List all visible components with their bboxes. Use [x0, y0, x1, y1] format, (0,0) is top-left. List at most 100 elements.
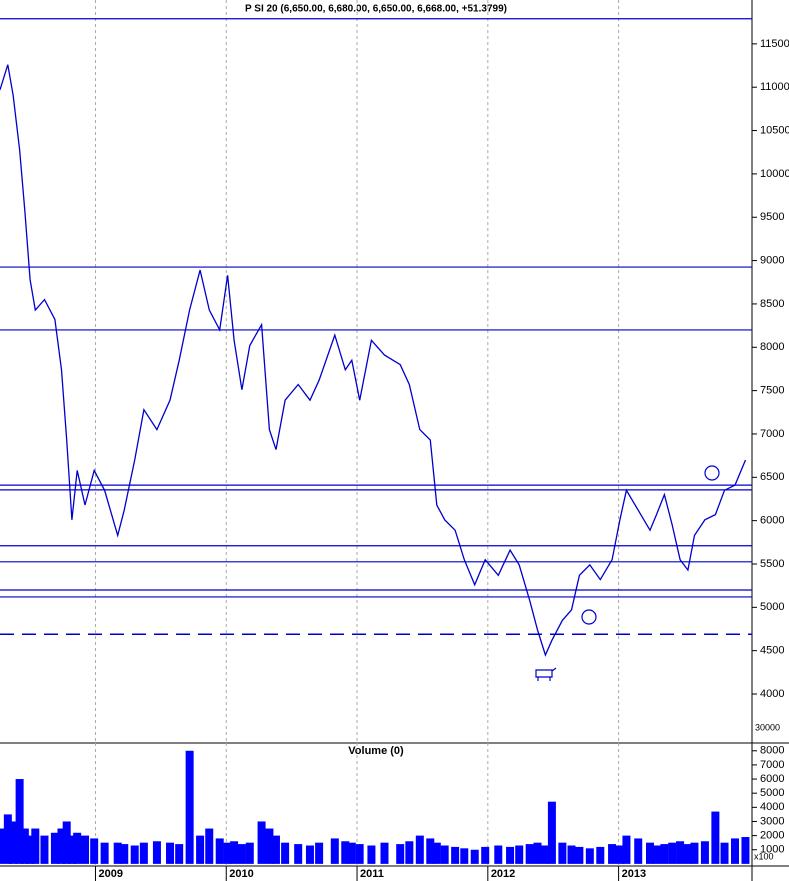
y-tick-label: 4000 — [760, 801, 784, 813]
volume-bar — [451, 846, 460, 864]
volume-bar — [230, 841, 239, 864]
volume-bar — [215, 838, 224, 864]
y-tick-label: 7500 — [760, 385, 784, 397]
x-tick-label: 2011 — [360, 868, 384, 880]
volume-bar — [265, 828, 274, 864]
y-tick-label: 7000 — [760, 759, 784, 771]
volume-bar — [341, 841, 350, 864]
y-tick-label: 9000 — [760, 254, 784, 266]
volume-bar — [645, 842, 654, 864]
volume-bar — [31, 828, 40, 864]
y-tick-label: 6000 — [760, 773, 784, 785]
volume-bar — [596, 846, 605, 864]
volume-bar — [281, 842, 290, 864]
volume-bar — [20, 828, 29, 864]
volume-bar — [152, 841, 161, 864]
volume-bar — [305, 845, 314, 864]
chart-title: P SI 20 (6,650.00, 6,680.00, 6,650.00, 6… — [245, 4, 507, 15]
y-tick-label: 11500 — [760, 38, 789, 50]
volume-bar — [62, 821, 71, 864]
y-tick-label: 5000 — [760, 787, 784, 799]
y-tick-label: 6500 — [760, 471, 784, 483]
y-tick-label: 4000 — [760, 688, 784, 700]
volume-bar — [67, 835, 76, 864]
smiley-icon — [581, 609, 597, 625]
volume-bar — [81, 835, 90, 864]
volume-bar — [683, 844, 692, 864]
y-tick-label: 4500 — [760, 645, 784, 657]
y-tick-label: 11000 — [760, 81, 789, 93]
icons — [535, 465, 720, 681]
volume-bar — [120, 844, 129, 864]
volume-bar — [426, 838, 435, 864]
volume-bar — [608, 844, 617, 864]
volume-bar — [405, 841, 414, 864]
smiley-icon — [704, 465, 720, 481]
volume-bar — [415, 835, 424, 864]
volume-bar — [9, 821, 18, 864]
volume-bar — [185, 750, 194, 864]
y-tick-label: 7000 — [760, 428, 784, 440]
volume-bar — [139, 842, 148, 864]
bull-icon — [535, 667, 557, 681]
volume-bar — [533, 842, 542, 864]
volume-bar — [15, 779, 24, 864]
volume-bar — [315, 842, 324, 864]
volume-bar — [380, 842, 389, 864]
x-tick-label: 2013 — [622, 868, 646, 880]
volume-bar — [585, 848, 594, 864]
volume-bar — [245, 842, 254, 864]
volume-bar — [741, 837, 750, 864]
y-tick-label: 8000 — [760, 745, 784, 757]
volume-bar — [130, 845, 139, 864]
x-tick-label: 2009 — [98, 868, 122, 880]
x-tick-label: 2010 — [229, 868, 253, 880]
y-tick-label: 8500 — [760, 298, 784, 310]
y-tick-label: 1000 — [760, 844, 784, 856]
volume-bar — [567, 845, 576, 864]
x-tick-label: 2012 — [491, 868, 515, 880]
volume-bar — [634, 838, 643, 864]
y-tick-label: 5500 — [760, 558, 784, 570]
volume-bar — [3, 814, 12, 864]
volume-bar — [558, 842, 567, 864]
volume-bar — [676, 841, 685, 864]
y-tick-label: 9500 — [760, 211, 784, 223]
volume-bar — [237, 844, 246, 864]
y-tick-label: 2000 — [760, 830, 784, 842]
price-line — [0, 64, 747, 657]
volume-bar — [113, 842, 122, 864]
volume-bar — [470, 849, 479, 864]
y-tick-label: 10500 — [760, 124, 789, 136]
volume-bar — [652, 845, 661, 864]
volume-bar — [432, 842, 441, 864]
volume-bar — [257, 821, 266, 864]
volume-bar — [205, 828, 214, 864]
volume-bar — [271, 835, 280, 864]
volume-title: Volume (0) — [348, 745, 404, 757]
axis-note: 30000 — [755, 722, 780, 732]
y-tick-label: 6000 — [760, 515, 784, 527]
volume-bar — [515, 845, 524, 864]
volume-bar — [196, 835, 205, 864]
volume-bar — [525, 844, 534, 864]
volume-bar — [347, 842, 356, 864]
volume-bar — [481, 846, 490, 864]
volume-bar — [506, 846, 515, 864]
y-tick-label: 10000 — [760, 168, 789, 180]
volume-bar — [547, 801, 556, 864]
volume-bar — [367, 845, 376, 864]
volume-bar — [460, 848, 469, 864]
y-tick-label: 3000 — [760, 815, 784, 827]
volume-bar — [26, 835, 35, 864]
volume-bar — [730, 838, 739, 864]
volume-bar — [294, 844, 303, 864]
volume-bar — [0, 828, 4, 864]
volume-bar — [660, 844, 669, 864]
volume-bar — [700, 841, 709, 864]
volume-bar — [90, 838, 99, 864]
volume-bar — [396, 844, 405, 864]
volume-bar — [100, 842, 109, 864]
